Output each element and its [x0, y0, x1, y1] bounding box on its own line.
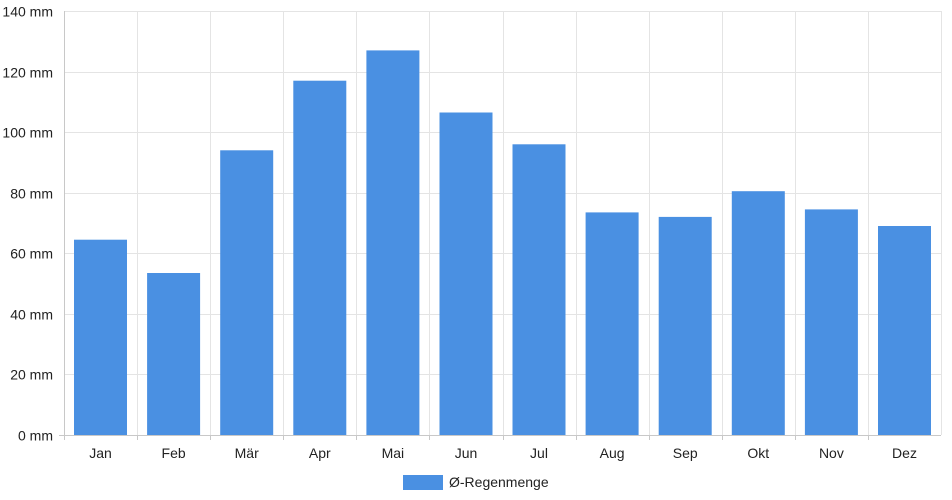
x-tick-label-apr: Apr	[309, 445, 331, 461]
bar-jul[interactable]	[512, 144, 566, 436]
bar-feb[interactable]	[147, 273, 201, 435]
bar-okt[interactable]	[731, 191, 785, 435]
y-tick-label: 80 mm	[10, 186, 53, 202]
y-tick-label: 60 mm	[10, 246, 53, 262]
x-tick-label-okt: Okt	[747, 445, 769, 461]
bar-sep[interactable]	[658, 216, 712, 435]
bar-apr[interactable]	[293, 80, 347, 435]
bar-mai[interactable]	[366, 50, 420, 436]
y-tick-label: 120 mm	[2, 65, 53, 81]
legend-swatch	[403, 475, 443, 490]
x-tick-labels: Jan Feb Mär Apr Mai Jun Jul Aug Sep Okt Nov Dez	[89, 445, 917, 461]
y-tick-label: 20 mm	[10, 367, 53, 383]
bars	[74, 50, 931, 436]
x-tick-label-jan: Jan	[89, 445, 112, 461]
legend[interactable]: Ø-Regenmenge	[403, 474, 549, 490]
bar-dez[interactable]	[878, 226, 931, 435]
grid	[64, 11, 942, 435]
x-tick-label-feb: Feb	[162, 445, 186, 461]
x-tick-label-nov: Nov	[819, 445, 844, 461]
y-tick-label: 40 mm	[10, 307, 53, 323]
bar-nov[interactable]	[804, 209, 858, 435]
x-tick-label-aug: Aug	[600, 445, 625, 461]
x-tick-label-jun: Jun	[455, 445, 478, 461]
axes	[59, 11, 941, 440]
x-tick-label-mai: Mai	[382, 445, 405, 461]
bar-jun[interactable]	[439, 112, 493, 436]
bar-mär[interactable]	[220, 150, 274, 436]
legend-label-rainfall: Ø-Regenmenge	[449, 474, 549, 490]
bar-jan[interactable]	[74, 239, 127, 435]
x-tick-label-jul: Jul	[530, 445, 548, 461]
x-tick-label-mär: Mär	[235, 445, 259, 461]
y-tick-labels: 0 mm 20 mm 40 mm 60 mm 80 mm 100 mm 120 mm 140 …	[2, 4, 53, 444]
y-tick-label: 140 mm	[2, 4, 53, 20]
x-tick-label-sep: Sep	[673, 445, 698, 461]
x-tick-label-dez: Dez	[892, 445, 917, 461]
y-tick-label: 100 mm	[2, 125, 53, 141]
bar-aug[interactable]	[585, 212, 639, 435]
y-tick-label: 0 mm	[18, 428, 53, 444]
